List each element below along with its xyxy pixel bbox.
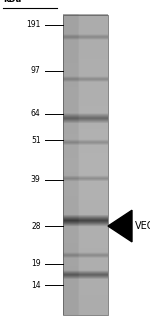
Text: 51: 51 xyxy=(31,136,40,145)
Polygon shape xyxy=(108,210,132,242)
Bar xyxy=(63,15,108,315)
Text: 19: 19 xyxy=(31,259,40,269)
Text: 14: 14 xyxy=(31,281,40,290)
Text: VEGF: VEGF xyxy=(135,221,150,231)
Text: 28: 28 xyxy=(31,221,40,231)
Text: 39: 39 xyxy=(31,175,40,184)
Text: 64: 64 xyxy=(31,109,40,118)
Text: 97: 97 xyxy=(31,66,40,76)
Text: 191: 191 xyxy=(26,20,40,29)
Text: kDa: kDa xyxy=(3,0,21,4)
